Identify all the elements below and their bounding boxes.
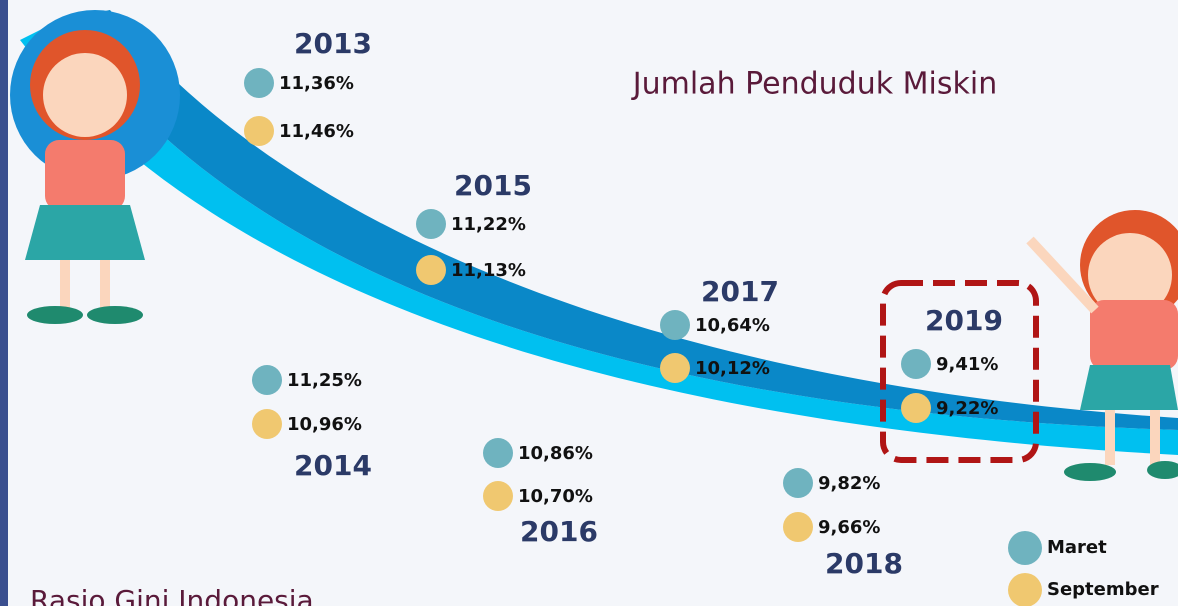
maret-dot: [660, 310, 690, 340]
legend-dot: [1008, 531, 1042, 565]
legend-label: Maret: [1047, 537, 1107, 558]
maret-value: 11,36%: [279, 73, 354, 94]
year-label: 2016: [520, 515, 598, 548]
maret-value: 10,86%: [518, 443, 593, 464]
maret-dot: [783, 468, 813, 498]
september-value: 10,70%: [518, 486, 593, 507]
maret-value: 11,25%: [287, 370, 362, 391]
maret-dot: [483, 438, 513, 468]
september-dot: [660, 353, 690, 383]
page: Jumlah Penduduk Miskin Rasio Gini Indone…: [0, 0, 1178, 606]
september-value: 9,22%: [936, 398, 998, 419]
year-label: 2014: [294, 449, 372, 482]
maret-value: 9,82%: [818, 473, 880, 494]
maret-value: 10,64%: [695, 315, 770, 336]
maret-dot: [416, 209, 446, 239]
september-value: 11,46%: [279, 121, 354, 142]
september-dot: [901, 393, 931, 423]
september-dot: [783, 512, 813, 542]
subtitle: Rasio Gini Indonesia: [30, 584, 314, 606]
legend-label: September: [1047, 579, 1159, 600]
year-label: 2015: [454, 169, 532, 202]
september-value: 10,12%: [695, 358, 770, 379]
september-value: 10,96%: [287, 414, 362, 435]
year-label: 2019: [925, 304, 1003, 337]
year-label: 2013: [294, 27, 372, 60]
left-border: [0, 0, 8, 606]
september-dot: [483, 481, 513, 511]
september-value: 11,13%: [451, 260, 526, 281]
year-label: 2017: [701, 275, 779, 308]
september-value: 9,66%: [818, 517, 880, 538]
maret-dot: [252, 365, 282, 395]
legend-dot: [1008, 573, 1042, 606]
september-dot: [252, 409, 282, 439]
maret-dot: [244, 68, 274, 98]
title: Jumlah Penduduk Miskin: [631, 67, 997, 102]
september-dot: [416, 255, 446, 285]
year-label: 2018: [825, 547, 903, 580]
maret-dot: [901, 349, 931, 379]
maret-value: 9,41%: [936, 354, 998, 375]
maret-value: 11,22%: [451, 214, 526, 235]
september-dot: [244, 116, 274, 146]
infographic: Jumlah Penduduk Miskin Rasio Gini Indone…: [0, 0, 1178, 606]
